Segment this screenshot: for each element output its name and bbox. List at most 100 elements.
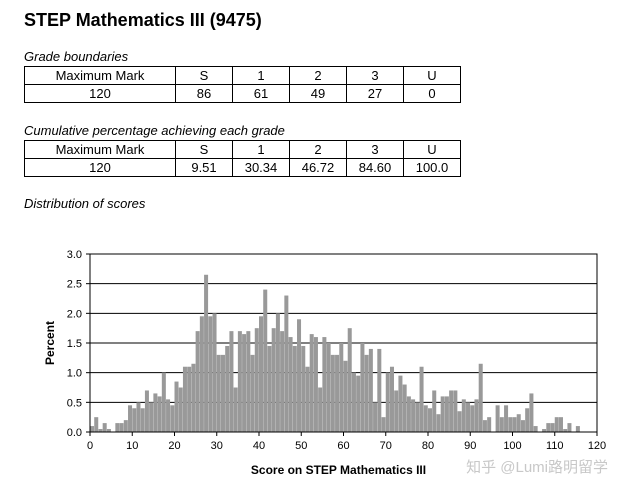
table-cell: 0 (403, 84, 461, 103)
y-tick-label: 0.5 (67, 397, 82, 409)
y-tick-label: 2.5 (67, 279, 82, 291)
score-bar (508, 417, 513, 432)
score-bar (487, 417, 492, 432)
score-bar (182, 366, 187, 432)
table-header-cell: 1 (232, 140, 290, 159)
x-tick-label: 120 (588, 440, 606, 452)
score-bar (187, 366, 192, 432)
table-cell: 9.51 (175, 158, 233, 177)
score-bar (128, 405, 133, 432)
score-bar (204, 274, 209, 432)
score-bar (423, 405, 428, 432)
score-bar (136, 402, 141, 432)
table-cell: 86 (175, 84, 233, 103)
y-tick-label: 2.0 (67, 308, 82, 320)
score-bar (546, 423, 551, 432)
x-tick-label: 30 (211, 440, 223, 452)
score-bar (280, 331, 285, 432)
score-bar (343, 360, 348, 432)
score-bar (364, 354, 369, 432)
score-bar (575, 426, 580, 432)
score-bar (132, 408, 137, 432)
distribution-label: Distribution of scores (24, 196, 146, 211)
score-bar (301, 345, 306, 432)
x-tick-label: 40 (253, 440, 265, 452)
score-bar (178, 387, 183, 432)
score-bar (432, 390, 437, 432)
x-tick-label: 80 (422, 440, 434, 452)
score-distribution-chart: 0.0 0.5 1.0 1.5 2.0 2.5 3.0 0 10 20 30 40 50 60 70 80 90… (43, 249, 606, 477)
score-bar (520, 420, 525, 432)
score-bar (335, 354, 340, 432)
score-bar (275, 313, 280, 432)
score-bar (406, 396, 411, 432)
y-axis-label: Percent (43, 321, 57, 365)
score-bar (157, 396, 162, 432)
score-bar (195, 331, 200, 432)
table-header-cell: 1 (232, 66, 290, 85)
cumulative-label: Cumulative percentage achieving each gra… (24, 123, 285, 138)
score-bar (322, 337, 327, 432)
score-bar (284, 295, 289, 432)
score-bar (297, 319, 302, 432)
score-bar (259, 316, 264, 432)
score-bar (411, 399, 416, 432)
score-bar (398, 375, 403, 432)
score-bar (246, 331, 251, 432)
score-bar (140, 408, 145, 432)
watermark: 知乎 @Lumi路明留学 (466, 459, 608, 476)
y-tick-label: 1.0 (67, 368, 82, 380)
x-tick-label: 100 (503, 440, 521, 452)
cumulative-table: Maximum Mark S 1 2 3 U 120 9.51 30.34 46… (24, 140, 461, 177)
score-bar (470, 405, 475, 432)
score-bar (567, 423, 572, 432)
table-cell: 27 (346, 84, 404, 103)
score-bar (495, 405, 500, 432)
score-bar (119, 423, 124, 432)
score-bar (419, 366, 424, 432)
table-cell: 49 (289, 84, 347, 103)
score-bar (106, 429, 111, 432)
score-bar (368, 348, 373, 432)
x-tick-label: 60 (337, 440, 349, 452)
score-bar (351, 372, 356, 432)
table-cell: 120 (24, 158, 176, 177)
score-bar (339, 343, 344, 432)
score-bar (474, 399, 479, 432)
score-bar (457, 411, 462, 432)
table-header-cell: 2 (289, 66, 347, 85)
score-bar (123, 420, 128, 432)
score-bar (402, 384, 407, 432)
score-bar (90, 426, 95, 432)
score-bar (347, 328, 352, 432)
score-bar (440, 396, 445, 432)
score-bar (144, 390, 149, 432)
score-bar (373, 402, 378, 432)
table-cell: 100.0 (403, 158, 461, 177)
score-bar (313, 337, 318, 432)
table-cell: 84.60 (346, 158, 404, 177)
score-bar (263, 289, 268, 432)
score-bar (229, 331, 234, 432)
score-bar (115, 423, 120, 432)
score-bar (330, 354, 335, 432)
y-tick-label: 1.5 (67, 338, 82, 350)
table-header-cell: Maximum Mark (24, 66, 176, 85)
table-cell: 30.34 (232, 158, 290, 177)
score-bar (212, 313, 217, 432)
score-bar (102, 423, 107, 432)
score-bar (292, 345, 297, 432)
score-bar (309, 334, 314, 432)
x-tick-label: 70 (380, 440, 392, 452)
score-bar (237, 331, 242, 432)
score-bar (415, 402, 420, 432)
score-bar (436, 414, 441, 432)
score-bar (449, 390, 454, 432)
score-bar (360, 343, 365, 432)
x-axis-label: Score on STEP Mathematics III (251, 463, 426, 477)
score-bar (499, 417, 504, 432)
score-bar (516, 414, 521, 432)
table-header-cell: 3 (346, 66, 404, 85)
score-bar (326, 343, 331, 432)
score-bar (525, 408, 530, 432)
